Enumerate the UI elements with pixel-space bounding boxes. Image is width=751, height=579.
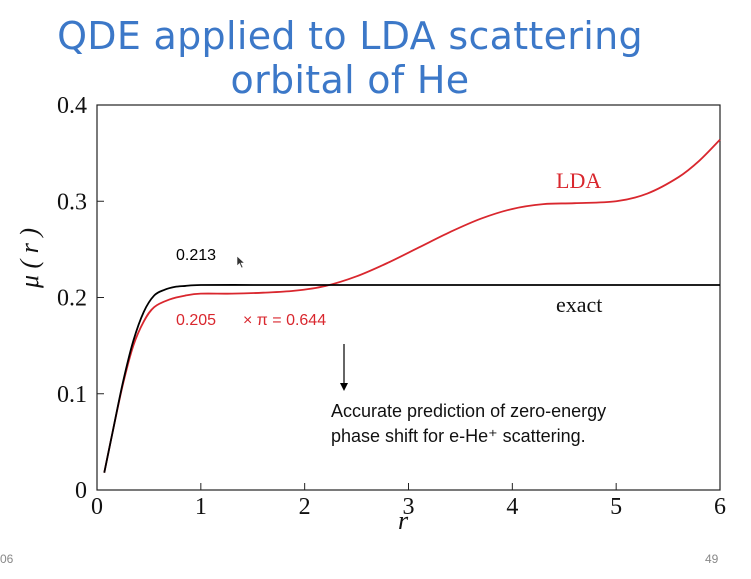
x-tick-label: 2 [299,494,311,520]
title-line-1: QDE applied to LDA scattering [57,14,643,58]
y-axis-label: μ ( r ) [15,228,44,289]
x-tick-label: 3 [403,494,415,520]
series-line-exact [103,284,720,473]
lda-value-annotation: 0.205 [176,312,216,329]
y-tick-label: 0 [75,478,87,504]
x-tick-label: 4 [506,494,518,520]
y-tick-label: 0.1 [57,382,87,408]
note-line-2: phase shift for e-He⁺ scattering. [331,426,586,446]
x-tick-label: 1 [195,494,207,520]
page-number: 49 [705,552,719,566]
y-tick-label: 0.2 [57,286,87,312]
lda-series-label: LDA [556,168,601,193]
y-tick-label: 0.3 [57,189,87,215]
x-tick-label: 6 [714,494,726,520]
note-line-1: Accurate prediction of zero-energy [331,401,606,421]
lda-times-pi-annotation: × π = 0.644 [243,312,326,329]
x-tick-label: 0 [91,494,103,520]
exact-series-label: exact [556,292,602,317]
slide-title: QDE applied to LDA scattering orbital of… [0,14,700,102]
footer-left-text: 06 [0,552,14,566]
y-tick-label: 0.4 [57,93,87,119]
x-tick-label: 5 [610,494,622,520]
x-axis-label: r [398,506,409,535]
down-arrow-icon [340,344,348,391]
mouse-pointer-icon [236,255,246,269]
title-line-2: orbital of He [230,58,470,102]
exact-value-annotation: 0.213 [176,247,216,264]
series-line-lda [103,139,721,473]
